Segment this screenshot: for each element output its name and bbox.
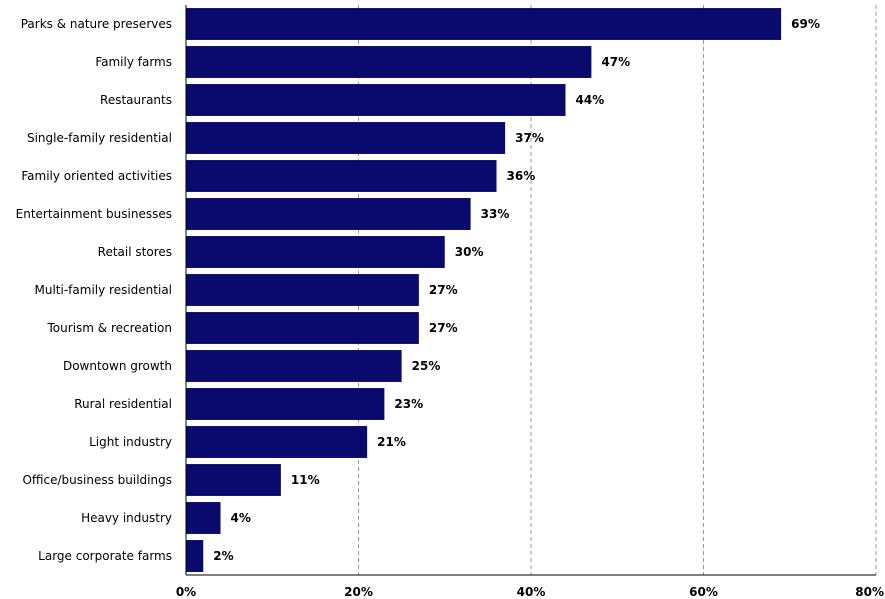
- bar-3: [186, 122, 506, 154]
- value-label-2: 44%: [576, 93, 605, 107]
- bar-2: [186, 84, 566, 116]
- x-tick-label-1: 20%: [344, 585, 373, 599]
- value-label-12: 11%: [291, 473, 320, 487]
- value-label-5: 33%: [481, 207, 510, 221]
- category-label-3: Single-family residential: [27, 131, 172, 145]
- bar-1: [186, 46, 592, 78]
- category-label-14: Large corporate farms: [38, 549, 172, 563]
- category-label-6: Retail stores: [98, 245, 172, 259]
- category-label-12: Office/business buildings: [22, 473, 172, 487]
- value-label-13: 4%: [231, 511, 251, 525]
- value-label-4: 36%: [507, 169, 536, 183]
- value-label-11: 21%: [377, 435, 406, 449]
- value-label-14: 2%: [213, 549, 233, 563]
- bar-14: [186, 540, 204, 572]
- category-label-2: Restaurants: [100, 93, 172, 107]
- bar-0: [186, 8, 782, 40]
- category-label-5: Entertainment businesses: [16, 207, 172, 221]
- axes: [185, 5, 876, 576]
- bar-8: [186, 312, 419, 344]
- category-label-1: Family farms: [95, 55, 172, 69]
- bar-13: [186, 502, 221, 534]
- labels: Parks & nature preserves Family farms Rest…: [16, 17, 884, 599]
- category-label-8: Tourism & recreation: [47, 321, 172, 335]
- value-label-10: 23%: [394, 397, 423, 411]
- bar-6: [186, 236, 445, 268]
- bar-11: [186, 426, 368, 458]
- bar-9: [186, 350, 402, 382]
- value-label-6: 30%: [455, 245, 484, 259]
- bar-12: [186, 464, 281, 496]
- bar-7: [186, 274, 419, 306]
- value-label-0: 69%: [791, 17, 820, 31]
- value-label-9: 25%: [412, 359, 441, 373]
- value-label-7: 27%: [429, 283, 458, 297]
- category-label-7: Multi-family residential: [35, 283, 172, 297]
- bars: [186, 8, 782, 572]
- x-tick-label-4: 80%: [855, 585, 884, 599]
- x-tick-label-0: 0%: [176, 585, 196, 599]
- category-label-0: Parks & nature preserves: [21, 17, 172, 31]
- value-label-8: 27%: [429, 321, 458, 335]
- bar-4: [186, 160, 497, 192]
- value-label-3: 37%: [515, 131, 544, 145]
- category-label-9: Downtown growth: [63, 359, 172, 373]
- category-label-4: Family oriented activities: [21, 169, 172, 183]
- bar-10: [186, 388, 385, 420]
- value-label-1: 47%: [601, 55, 630, 69]
- category-label-11: Light industry: [89, 435, 172, 449]
- bar-5: [186, 198, 471, 230]
- category-label-10: Rural residential: [74, 397, 172, 411]
- category-label-13: Heavy industry: [81, 511, 172, 525]
- x-tick-label-3: 60%: [689, 585, 718, 599]
- x-tick-label-2: 40%: [517, 585, 546, 599]
